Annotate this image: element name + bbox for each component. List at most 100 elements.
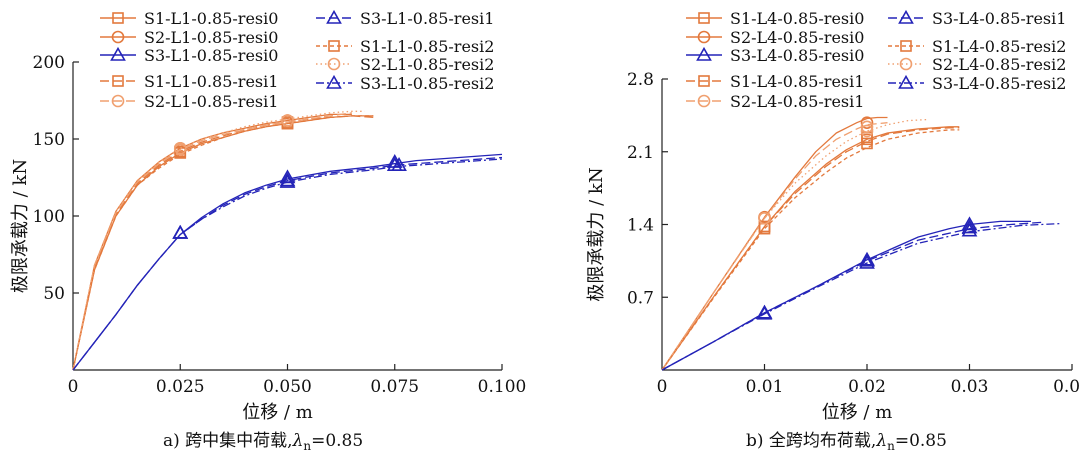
legend-entry: S3-L4-0.85-resi0 [730, 46, 864, 65]
legend-entry: S1-L1-0.85-resi0 [144, 9, 278, 28]
data-point-S3-L1-0.85-resi2 [386, 157, 403, 171]
data-point-S1-L1-0.85-resi2 [174, 147, 187, 159]
x-tick-label: 0 [657, 377, 668, 397]
series-line-S2-L1-0.85-resi2 [72, 110, 365, 371]
series-line-S3-L4-0.85-resi0 [661, 220, 1031, 371]
legend-swatch-marker [697, 30, 711, 44]
y-tick-label: 100 [33, 207, 65, 227]
data-point-S3-L1-0.85-resi1 [172, 224, 189, 239]
legend-swatch-marker [698, 75, 710, 87]
series-line-S2-L4-0.85-resi0 [661, 116, 888, 371]
caption-value: =0.85 [311, 431, 363, 451]
data-point-S2-L4-0.85-resi2 [758, 211, 771, 225]
series-line-S1-L1-0.85-resi2 [72, 115, 374, 371]
series-line-S3-L4-0.85-resi1 [661, 221, 1042, 371]
data-point-S2-L4-0.85-resi1 [860, 120, 874, 134]
data-point-S1-L4-0.85-resi2 [861, 137, 873, 150]
legend-swatch-marker [111, 30, 125, 44]
legend-swatch-marker [327, 57, 341, 71]
legend-swatch-marker [326, 74, 342, 89]
x-tick-label: 0.100 [478, 377, 527, 397]
legend-swatch-marker [111, 94, 125, 108]
legend-swatch-marker [900, 40, 912, 52]
y-axis-label: 极限承载力 / kN [586, 167, 607, 301]
caption-lambda: λ [292, 431, 304, 451]
series-line-S2-L1-0.85-resi0 [72, 113, 352, 371]
legend-entry: S2-L1-0.85-resi1 [144, 92, 278, 111]
legend-entry: S1-L4-0.85-resi1 [730, 72, 864, 91]
plot-area [72, 110, 503, 371]
data-point-S3-L4-0.85-resi2 [756, 305, 773, 320]
data-point-S2-L4-0.85-resi2 [860, 124, 874, 138]
caption-text: 跨中集中荷载, [185, 431, 292, 451]
legend: S1-L4-0.85-resi0S2-L4-0.85-resi0S3-L4-0.… [686, 9, 1066, 111]
x-tick-label: 0.04 [1053, 377, 1080, 397]
y-tick-label: 200 [33, 53, 65, 73]
legend-swatch-marker [698, 12, 710, 24]
chart-panel-a: 0 0.025 0.050 0.075 0.100 50 100 150 200 位移 / m 极限… [10, 9, 526, 453]
series-line-S1-L1-0.85-resi0 [72, 115, 374, 371]
y-tick-label: 150 [33, 130, 65, 150]
legend-entry: S3-L4-0.85-resi1 [932, 9, 1066, 28]
x-axis-label: 位移 / m [242, 402, 313, 423]
y-tick-label: 1.4 [627, 216, 654, 236]
x-tick-label: 0.050 [263, 377, 312, 397]
y-tick-label: 0.7 [627, 288, 654, 308]
x-tick-label: 0.025 [156, 377, 205, 397]
legend-swatch-marker [110, 46, 126, 61]
chart-caption: b) 全跨均布荷载,λn=0.85 [746, 431, 947, 453]
x-tick-label: 0.03 [951, 377, 989, 397]
series-line-S1-L1-0.85-resi1 [72, 115, 374, 371]
legend-entry: S2-L4-0.85-resi0 [730, 28, 864, 47]
series-line-S3-L1-0.85-resi1 [72, 156, 503, 371]
data-point-S2-L1-0.85-resi2 [173, 141, 187, 155]
legend-swatch-marker [112, 75, 124, 87]
data-point-S3-L1-0.85-resi2 [279, 173, 296, 188]
series-line-S2-L4-0.85-resi2 [661, 118, 929, 371]
series-line-S3-L4-0.85-resi2 [661, 222, 1062, 371]
legend-entry: S1-L4-0.85-resi2 [932, 37, 1066, 56]
legend-entry: S1-L1-0.85-resi2 [360, 37, 494, 56]
legend-entry: S3-L1-0.85-resi1 [360, 9, 494, 28]
caption-sub: n [303, 439, 311, 453]
caption-text: 全跨均布荷载, [769, 431, 876, 451]
x-tick-label: 0 [68, 377, 79, 397]
data-point-S3-L4-0.85-resi1 [961, 219, 978, 234]
legend-swatch-marker [696, 46, 712, 61]
y-tick-label: 2.1 [627, 143, 654, 163]
legend-swatch-marker [112, 12, 124, 24]
y-tick-label: 50 [43, 284, 65, 304]
x-tick-label: 0.075 [370, 377, 419, 397]
legend-entry: S2-L4-0.85-resi2 [932, 55, 1066, 74]
x-tick-label: 0.01 [746, 377, 784, 397]
data-point-S3-L4-0.85-resi0 [961, 216, 978, 231]
data-point-S3-L4-0.85-resi2 [961, 222, 978, 237]
legend-swatch-marker [326, 9, 342, 24]
data-point-S3-L1-0.85-resi2 [172, 224, 189, 239]
chart-panel-b: 0 0.01 0.02 0.03 0.04 0.7 1.4 2.1 2.8 位移 / m 极限承载力… [586, 9, 1080, 453]
legend-entry: S2-L1-0.85-resi0 [144, 28, 278, 47]
y-axis-label: 极限承载力 / kN [10, 159, 31, 293]
caption-prefix: a) [163, 431, 185, 451]
legend-entry: S3-L1-0.85-resi2 [360, 74, 494, 93]
caption-sub: n [887, 439, 895, 453]
data-point-S3-L4-0.85-resi1 [859, 252, 875, 267]
legend-entry: S2-L4-0.85-resi1 [730, 92, 864, 111]
data-point-S2-L1-0.85-resi2 [281, 114, 294, 127]
legend-swatch-marker [328, 40, 340, 52]
legend-entry: S3-L4-0.85-resi2 [932, 74, 1066, 93]
series-line-S1-L4-0.85-resi2 [661, 129, 960, 371]
series-line-S2-L4-0.85-resi1 [661, 122, 888, 371]
x-tick-label: 0.02 [848, 377, 886, 397]
x-axis-label: 位移 / m [822, 402, 893, 423]
series-line-S3-L1-0.85-resi2 [72, 158, 503, 371]
legend-entry: S1-L4-0.85-resi0 [730, 9, 864, 28]
data-point-S2-L4-0.85-resi0 [860, 116, 874, 129]
data-point-S3-L1-0.85-resi0 [172, 224, 189, 239]
series-line-S1-L4-0.85-resi1 [661, 127, 960, 371]
legend-entry: S2-L1-0.85-resi2 [360, 55, 494, 74]
chart-caption: a) 跨中集中荷载,λn=0.85 [163, 431, 363, 453]
legend-swatch-marker [898, 9, 914, 24]
